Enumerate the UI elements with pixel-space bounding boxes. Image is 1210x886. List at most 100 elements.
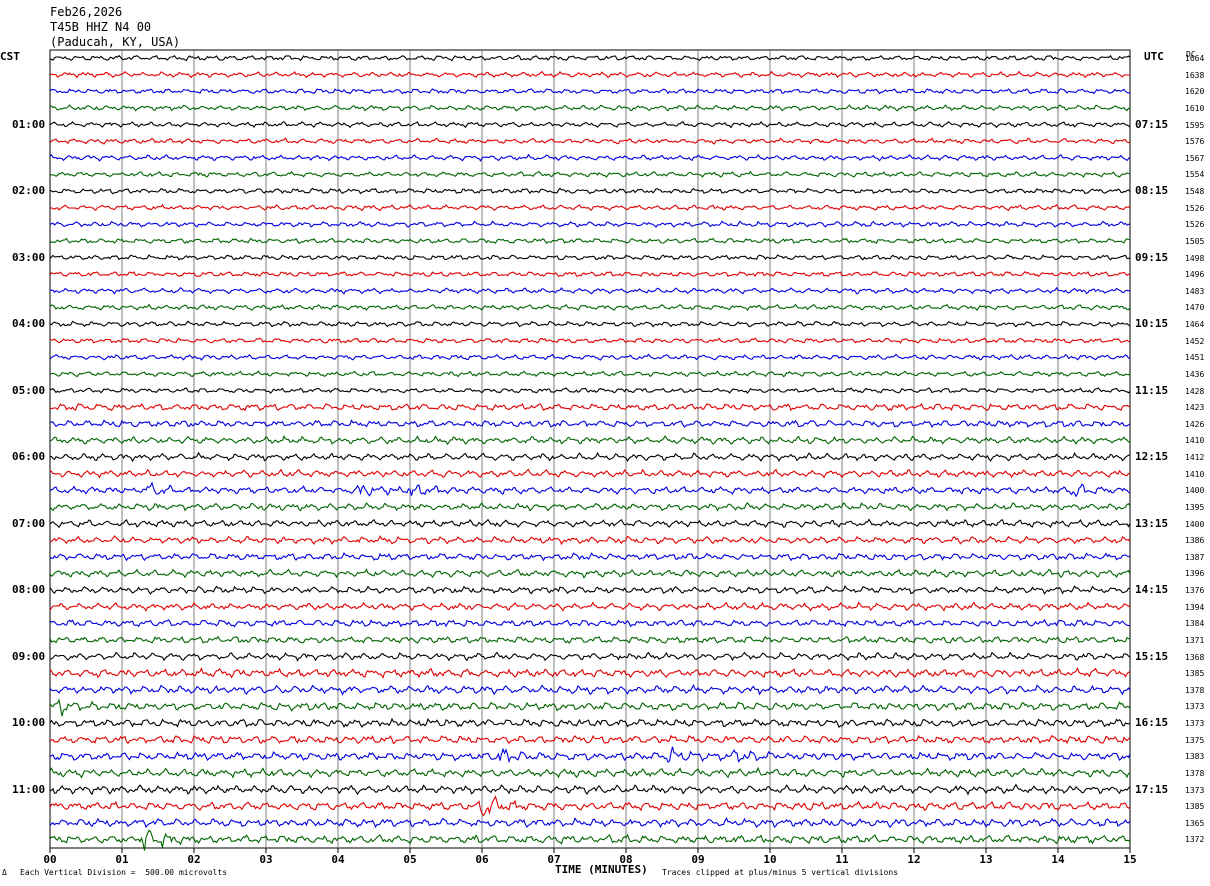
dc-offset-label: 1387 — [1185, 552, 1205, 562]
trace-line — [49, 698, 1131, 717]
station-location: (Paducah, KY, USA) — [50, 35, 181, 49]
dc-offset-label: 1386 — [1185, 536, 1205, 546]
x-tick-label: 15 — [1123, 853, 1136, 866]
plot-frame — [49, 49, 1131, 849]
trace-line — [49, 502, 1131, 512]
dc-offset-label: 1371 — [1185, 635, 1205, 645]
dc-offset-label: 1384 — [1185, 619, 1205, 629]
dc-offset-label: 1451 — [1185, 353, 1205, 363]
dc-offset-label: 1395 — [1185, 502, 1205, 512]
trace-line — [49, 746, 1131, 764]
trace-line — [49, 816, 1131, 829]
dc-offset-label: 1376 — [1185, 586, 1205, 595]
trace-line — [49, 170, 1131, 178]
x-tick-label: 08 — [619, 853, 632, 866]
dc-offset-label: 1452 — [1185, 336, 1205, 346]
utc-hour-label: 08:15 — [1135, 184, 1169, 197]
dc-offset-label: 1498 — [1185, 253, 1205, 263]
dc-offset-label: 1496 — [1185, 270, 1205, 280]
utc-hour-label: 15:15 — [1135, 649, 1169, 663]
utc-hour-label: 10:15 — [1135, 317, 1169, 330]
cst-hour-label: 02:00 — [12, 184, 46, 197]
trace-line — [49, 584, 1130, 595]
dc-offset-label: 1368 — [1185, 652, 1205, 662]
trace-line — [49, 353, 1131, 361]
trace-line — [49, 717, 1131, 729]
x-tick-label: 01 — [115, 853, 129, 866]
footer-mark: Δ — [2, 868, 7, 877]
trace-line — [49, 271, 1131, 278]
dc-offset-label: 1610 — [1185, 103, 1205, 113]
trace-line — [50, 451, 1131, 463]
dc-offset-label: 1385 — [1185, 802, 1205, 812]
dc-offset-label: 1400 — [1185, 486, 1205, 496]
trace-line — [49, 481, 1131, 498]
dc-offset-label: 1664 — [1185, 54, 1205, 63]
trace-line — [49, 518, 1131, 529]
trace-line — [49, 795, 1131, 817]
footer-clip-note: Traces clipped at plus/minus 5 vertical … — [662, 868, 899, 877]
cst-hour-label: 11:00 — [12, 782, 46, 796]
dc-offset-label: 1620 — [1185, 87, 1205, 97]
plot-date: Feb26,2026 — [50, 5, 123, 19]
cst-hour-label: 05:00 — [12, 383, 46, 397]
trace-line — [49, 535, 1131, 546]
x-tick-label: 00 — [43, 853, 56, 866]
dc-offset-label: 1383 — [1185, 752, 1205, 762]
x-tick-label: 14 — [1051, 853, 1065, 866]
footer-scale-note: Each Vertical Division = 500.00 microvol… — [20, 868, 228, 877]
utc-hour-label: 17:15 — [1135, 782, 1169, 796]
dc-offset-label: 1365 — [1185, 818, 1205, 828]
trace-line — [49, 829, 1131, 851]
trace-line — [49, 70, 1131, 79]
dc-offset-label: 1526 — [1185, 220, 1205, 230]
trace-line — [49, 435, 1131, 446]
cst-axis-title: CST — [0, 50, 20, 63]
x-tick-label: 07 — [547, 853, 560, 866]
utc-hour-label: 14:15 — [1135, 583, 1169, 596]
trace-line — [49, 734, 1131, 745]
trace-line — [49, 783, 1131, 796]
dc-offset-label: 1400 — [1185, 519, 1205, 529]
dc-offset-label: 1595 — [1185, 120, 1205, 130]
dc-offset-label: 1378 — [1185, 768, 1205, 778]
station-code: T45B HHZ N4 00 — [50, 20, 152, 34]
trace-line — [49, 120, 1131, 129]
trace-line — [49, 220, 1131, 228]
trace-line — [49, 203, 1131, 212]
trace-line — [49, 370, 1131, 378]
trace-line — [49, 419, 1131, 428]
x-tick-label: 12 — [907, 853, 920, 866]
trace-line — [49, 337, 1130, 344]
dc-offset-label: 1410 — [1185, 469, 1205, 479]
trace-line — [49, 651, 1131, 662]
cst-hour-label: 03:00 — [12, 250, 46, 264]
utc-axis-title: UTC — [1144, 50, 1164, 63]
utc-hour-label: 09:15 — [1135, 250, 1169, 264]
dc-offset-label: 1505 — [1185, 236, 1205, 246]
trace-line — [49, 402, 1131, 412]
trace-line — [49, 104, 1131, 112]
dc-offset-label: 1396 — [1185, 569, 1205, 579]
utc-hour-label: 07:15 — [1135, 117, 1169, 131]
dc-offset-label: 1567 — [1185, 153, 1205, 163]
trace-line — [49, 54, 1131, 62]
trace-line — [49, 254, 1131, 261]
dc-offset-label: 1373 — [1185, 719, 1205, 728]
x-tick-label: 02 — [187, 853, 200, 866]
dc-offset-label: 1464 — [1185, 320, 1205, 329]
dc-offset-label: 1483 — [1185, 286, 1205, 296]
trace-line — [49, 187, 1131, 195]
trace-line — [49, 568, 1131, 579]
dc-offset-label: 1423 — [1185, 403, 1205, 413]
cst-hour-label: 10:00 — [12, 716, 46, 729]
x-tick-label: 11 — [835, 853, 849, 866]
x-axis-title: TIME (MINUTES) — [555, 863, 648, 876]
dc-offset-label: 1576 — [1185, 137, 1205, 147]
x-tick-label: 06 — [475, 853, 489, 866]
trace-line — [49, 635, 1131, 644]
trace-line — [49, 552, 1131, 562]
x-tick-label: 03 — [259, 853, 272, 866]
dc-offset-label: 1372 — [1185, 835, 1205, 845]
